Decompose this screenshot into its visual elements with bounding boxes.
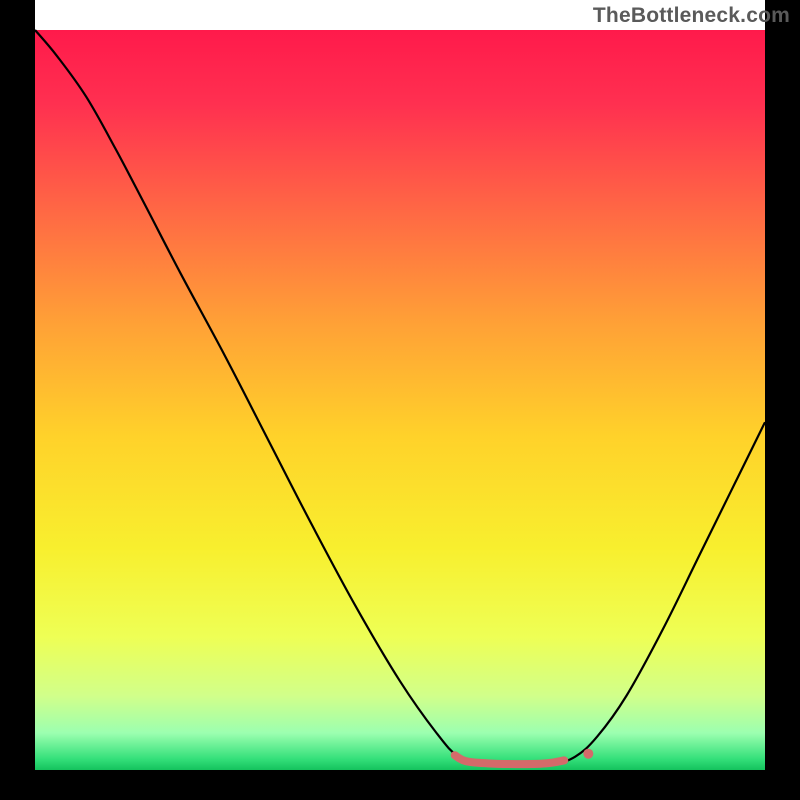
chart-container: TheBottleneck.com bbox=[0, 0, 800, 800]
bottleneck-chart bbox=[0, 0, 800, 800]
frame-bottom bbox=[0, 770, 800, 800]
frame-right bbox=[765, 0, 800, 800]
valley-end-dot bbox=[583, 749, 593, 759]
watermark-text: TheBottleneck.com bbox=[593, 4, 790, 28]
gradient-background bbox=[35, 30, 765, 770]
frame-left bbox=[0, 0, 35, 800]
